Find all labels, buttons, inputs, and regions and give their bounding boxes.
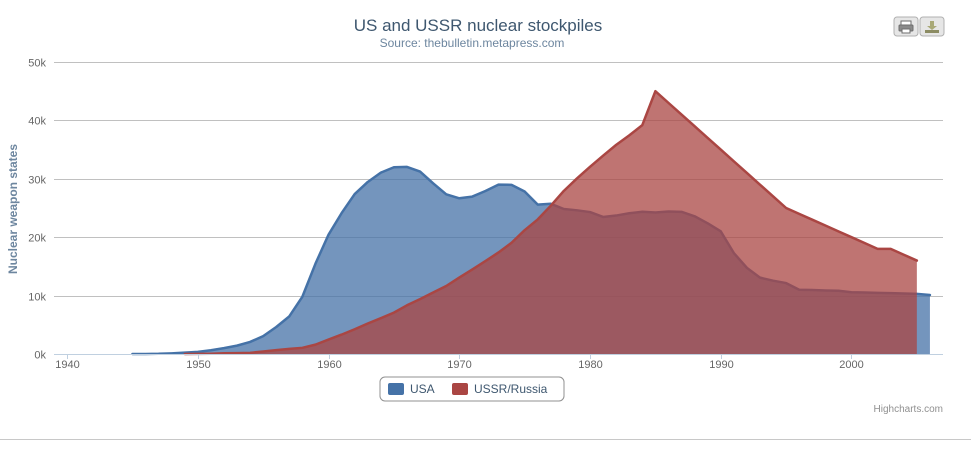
legend-box [379, 376, 565, 402]
x-tick-label: 1980 [578, 359, 602, 371]
legend-item-usa[interactable]: USA [388, 382, 435, 396]
legend-swatch [452, 383, 468, 395]
y-tick-label: 40k [28, 116, 46, 128]
download-icon [925, 21, 939, 33]
plot-areas [131, 89, 932, 356]
x-tick-label: 1940 [55, 359, 79, 371]
chart-subtitle: Source: thebulletin.metapress.com [380, 36, 565, 50]
legend-swatch [388, 383, 404, 395]
series-line-ussr-russia[interactable] [183, 89, 919, 356]
export-button[interactable] [919, 16, 945, 37]
legend-label: USSR/Russia [474, 382, 548, 396]
x-tick-label: 1950 [186, 359, 210, 371]
y-tick-label: 0k [34, 350, 46, 362]
y-axis-title: Nuclear weapon states [6, 144, 20, 274]
x-tick-label: 1960 [317, 359, 341, 371]
chart-title: US and USSR nuclear stockpiles [354, 16, 603, 35]
x-tick-label: 1970 [447, 359, 471, 371]
legend-item-ussr-russia[interactable]: USSR/Russia [452, 382, 548, 396]
x-tick-label: 1990 [709, 359, 733, 371]
y-tick-label: 30k [28, 175, 46, 187]
credits-link[interactable]: Highcharts.com [874, 404, 943, 415]
axes: 0k 10k 20k 30k 40k 50k 1940 1950 1960 1970 1980 199… [28, 58, 943, 371]
print-button[interactable] [893, 16, 919, 37]
legend: USA USSR/Russia [379, 376, 565, 402]
y-tick-label: 20k [28, 233, 46, 245]
y-tick-label: 50k [28, 58, 46, 70]
y-tick-label: 10k [28, 292, 46, 304]
printer-icon [898, 20, 914, 34]
x-tick-label: 2000 [839, 359, 863, 371]
series-area-ussr-russia[interactable] [184, 91, 917, 354]
bottom-divider [0, 439, 971, 440]
legend-label: USA [410, 382, 435, 396]
